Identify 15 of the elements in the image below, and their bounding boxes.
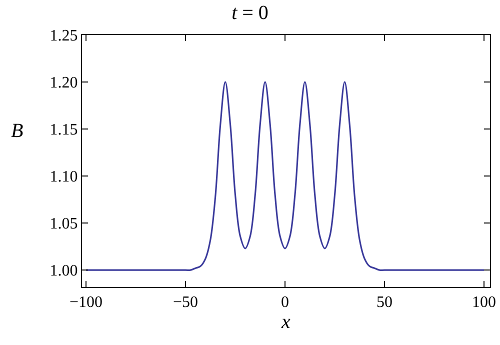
y-axis-title: B: [11, 120, 24, 142]
y-tick-label: 1.05: [50, 216, 78, 233]
y-tick-label: 1.00: [50, 262, 78, 280]
y-tick-label: 1.20: [50, 74, 78, 92]
x-tick-label: 0: [281, 294, 289, 312]
chart-title: t = 0: [232, 2, 268, 24]
y-tick-label: 1.15: [50, 122, 78, 139]
y-tick-label: 1.25: [50, 28, 78, 45]
x-tick-label: −50: [172, 294, 198, 312]
x-tick-label: −100: [69, 294, 102, 312]
y-tick-label: 1.10: [50, 168, 78, 186]
x-axis-title: x: [280, 311, 291, 334]
x-tick-label: 100: [472, 294, 496, 312]
line-series: [85, 81, 485, 271]
x-tick-label: 50: [376, 294, 393, 312]
